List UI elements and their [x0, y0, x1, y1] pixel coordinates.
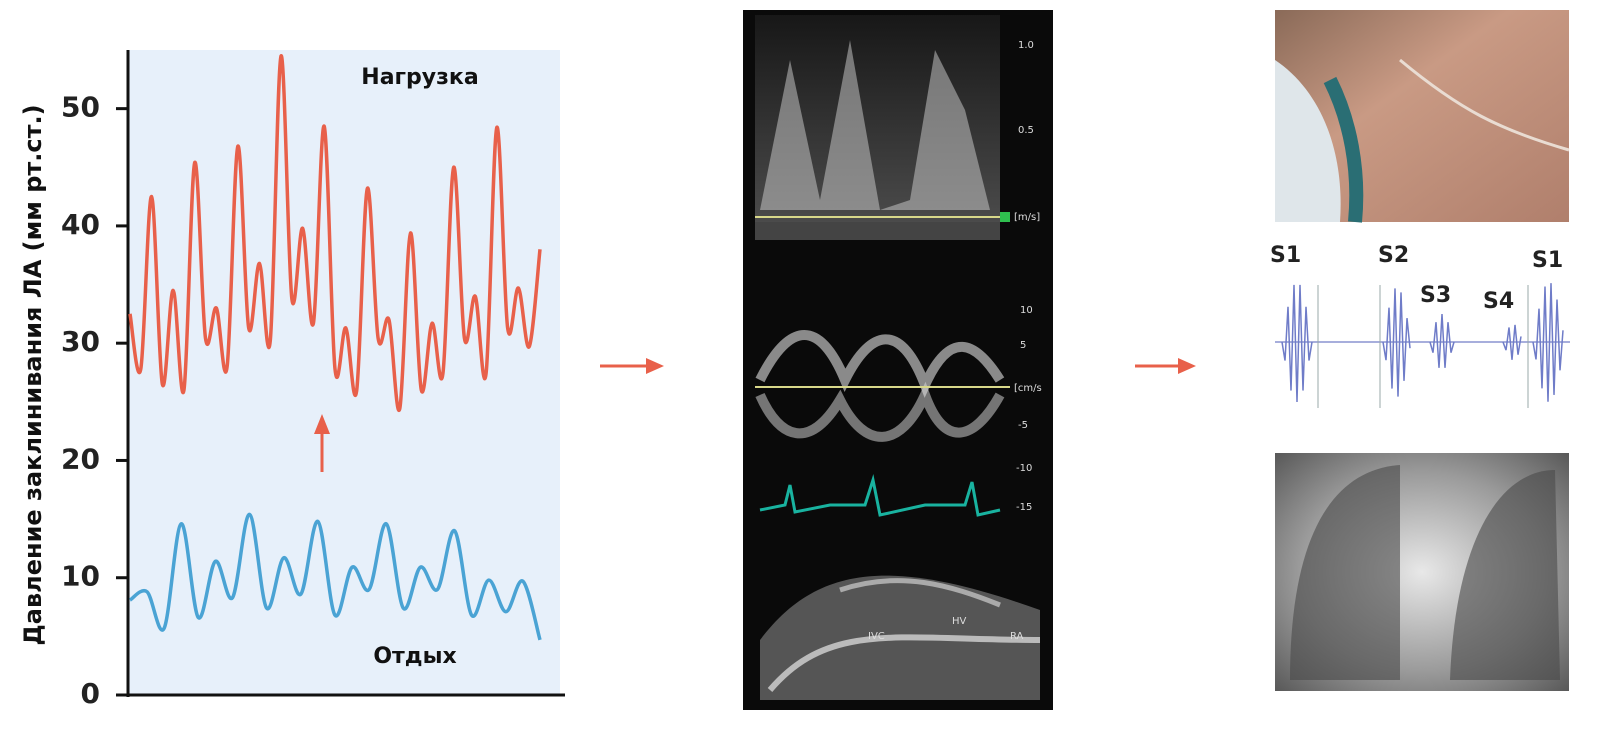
series-label: Нагрузка: [361, 65, 478, 90]
echo-tick: -10: [1016, 463, 1032, 474]
y-tick-label: 40: [61, 208, 100, 241]
heart-sound-label: S2: [1378, 243, 1409, 268]
neck-photo: [1275, 10, 1570, 223]
echo-tick: 5: [1020, 340, 1026, 351]
y-tick-label: 50: [61, 91, 100, 124]
heart-sound-label: S3: [1420, 283, 1451, 308]
echo-unit: [cm/s: [1014, 383, 1042, 394]
heart-sound-label: S4: [1483, 289, 1514, 314]
series-line: [128, 54, 542, 413]
chest-xray: [1275, 453, 1569, 691]
y-tick-label: 0: [81, 677, 100, 710]
echo-label: RA: [1010, 631, 1024, 642]
arrow: [600, 358, 664, 374]
echo-unit: [m/s]: [1014, 212, 1040, 223]
echo-tick: 1.0: [1018, 40, 1034, 51]
y-axis-label: Давление заклинивания ЛА (мм рт.ст.): [19, 104, 47, 645]
echo-tick: 0.5: [1018, 125, 1034, 136]
echo-tick: -15: [1016, 502, 1032, 513]
phono-burst: [1502, 324, 1522, 360]
echo-tick: 10: [1020, 305, 1033, 316]
phono-burst: [1532, 283, 1564, 402]
echo-image: [743, 10, 1053, 710]
arrow: [314, 414, 330, 472]
series-label: Отдых: [373, 644, 456, 669]
y-tick-label: 20: [61, 442, 100, 475]
echo-label: HV: [952, 616, 967, 627]
echo-tick: -5: [1018, 420, 1028, 431]
y-tick-label: 30: [61, 325, 100, 358]
phono-burst: [1429, 313, 1455, 368]
series-line: [128, 512, 542, 641]
echo-label: IVC: [868, 631, 885, 642]
phonocardiogram: [1275, 283, 1570, 408]
phono-burst: [1281, 284, 1313, 403]
heart-sound-label: S1: [1270, 243, 1301, 268]
phono-burst: [1382, 288, 1411, 397]
heart-sound-label: S1: [1532, 248, 1563, 273]
y-tick-label: 10: [61, 560, 100, 593]
arrow: [1135, 358, 1196, 374]
